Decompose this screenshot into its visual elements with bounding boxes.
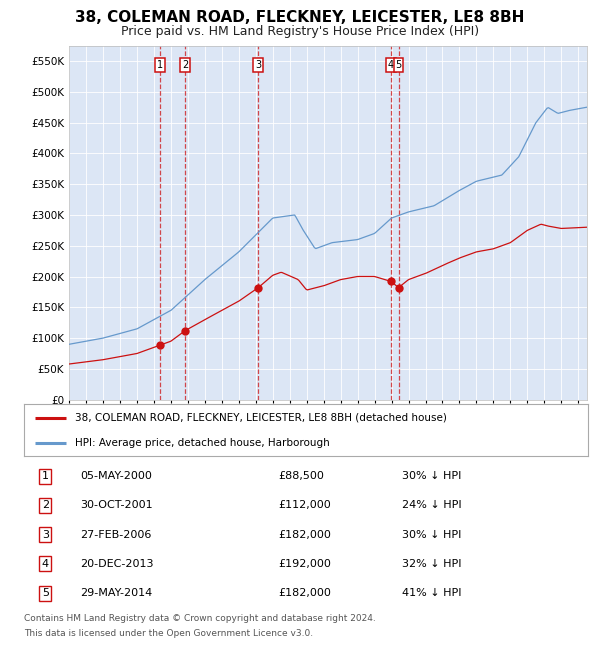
Text: 20-DEC-2013: 20-DEC-2013 — [80, 559, 154, 569]
Text: 1: 1 — [157, 60, 163, 70]
Text: £112,000: £112,000 — [278, 500, 331, 510]
Text: 2: 2 — [182, 60, 188, 70]
Text: £182,000: £182,000 — [278, 588, 331, 598]
Text: 5: 5 — [42, 588, 49, 598]
Text: 30% ↓ HPI: 30% ↓ HPI — [402, 471, 461, 481]
Text: 5: 5 — [395, 60, 401, 70]
Text: 05-MAY-2000: 05-MAY-2000 — [80, 471, 152, 481]
Text: 1: 1 — [42, 471, 49, 481]
Text: 2: 2 — [42, 500, 49, 510]
Text: 41% ↓ HPI: 41% ↓ HPI — [402, 588, 461, 598]
Text: 29-MAY-2014: 29-MAY-2014 — [80, 588, 152, 598]
Text: £182,000: £182,000 — [278, 530, 331, 540]
Text: 30-OCT-2001: 30-OCT-2001 — [80, 500, 153, 510]
Text: £88,500: £88,500 — [278, 471, 323, 481]
Text: Contains HM Land Registry data © Crown copyright and database right 2024.: Contains HM Land Registry data © Crown c… — [24, 614, 376, 623]
Text: 38, COLEMAN ROAD, FLECKNEY, LEICESTER, LE8 8BH (detached house): 38, COLEMAN ROAD, FLECKNEY, LEICESTER, L… — [75, 413, 446, 422]
Text: 27-FEB-2006: 27-FEB-2006 — [80, 530, 152, 540]
Text: 3: 3 — [42, 530, 49, 540]
Text: 24% ↓ HPI: 24% ↓ HPI — [402, 500, 461, 510]
Text: 4: 4 — [42, 559, 49, 569]
Text: 3: 3 — [255, 60, 262, 70]
Text: Price paid vs. HM Land Registry's House Price Index (HPI): Price paid vs. HM Land Registry's House … — [121, 25, 479, 38]
Text: 38, COLEMAN ROAD, FLECKNEY, LEICESTER, LE8 8BH: 38, COLEMAN ROAD, FLECKNEY, LEICESTER, L… — [76, 10, 524, 25]
Text: 4: 4 — [388, 60, 394, 70]
Text: 30% ↓ HPI: 30% ↓ HPI — [402, 530, 461, 540]
Text: HPI: Average price, detached house, Harborough: HPI: Average price, detached house, Harb… — [75, 438, 329, 448]
Text: 32% ↓ HPI: 32% ↓ HPI — [402, 559, 461, 569]
Text: £192,000: £192,000 — [278, 559, 331, 569]
Text: This data is licensed under the Open Government Licence v3.0.: This data is licensed under the Open Gov… — [24, 629, 313, 638]
